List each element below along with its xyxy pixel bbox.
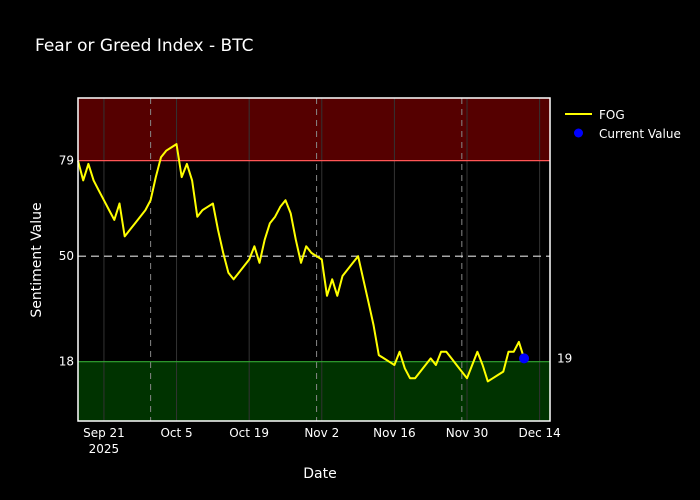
fog-series-line	[77, 143, 526, 383]
current-value-point	[519, 353, 530, 364]
y-axis-ticks: 18 50 79	[59, 154, 74, 369]
legend-fog-label: FOG	[599, 108, 625, 122]
x-tick-label-5: Nov 30	[446, 426, 489, 440]
x-axis-title: Date	[303, 466, 336, 482]
y-tick-label-79: 79	[59, 154, 74, 168]
x-tick-label-3: Nov 2	[304, 426, 339, 440]
legend-current-swatch	[574, 128, 583, 138]
legend: FOG Current Value	[565, 108, 681, 141]
plot-frame	[77, 97, 551, 422]
x-tick-label-0: Sep 21	[83, 426, 125, 440]
reference-lines	[78, 160, 550, 363]
y-tick-label-18: 18	[59, 355, 74, 369]
y-tick-label-50: 50	[59, 249, 74, 263]
x-tick-label-2: Oct 19	[229, 426, 269, 440]
zone-0	[78, 98, 550, 161]
sentiment-zones	[78, 98, 550, 421]
zone-1	[78, 361, 550, 421]
legend-current-label: Current Value	[599, 127, 681, 141]
chart-title: Fear or Greed Index - BTC	[35, 36, 253, 56]
current-value-label: 19	[557, 351, 572, 365]
x-tick-label-1: Oct 5	[160, 426, 192, 440]
vertical-markers	[150, 98, 463, 421]
y-axis-title: Sentiment Value	[29, 202, 45, 317]
x-tick-label-4: Nov 16	[373, 426, 416, 440]
series-layer	[77, 143, 530, 383]
x-tick-label-6: Dec 14	[518, 426, 560, 440]
x-axis-ticks: Sep 21 2025 Oct 5 Oct 19 Nov 2 Nov 16 Nov 30 De…	[83, 426, 561, 456]
x-tick-year-label: 2025	[89, 442, 120, 456]
